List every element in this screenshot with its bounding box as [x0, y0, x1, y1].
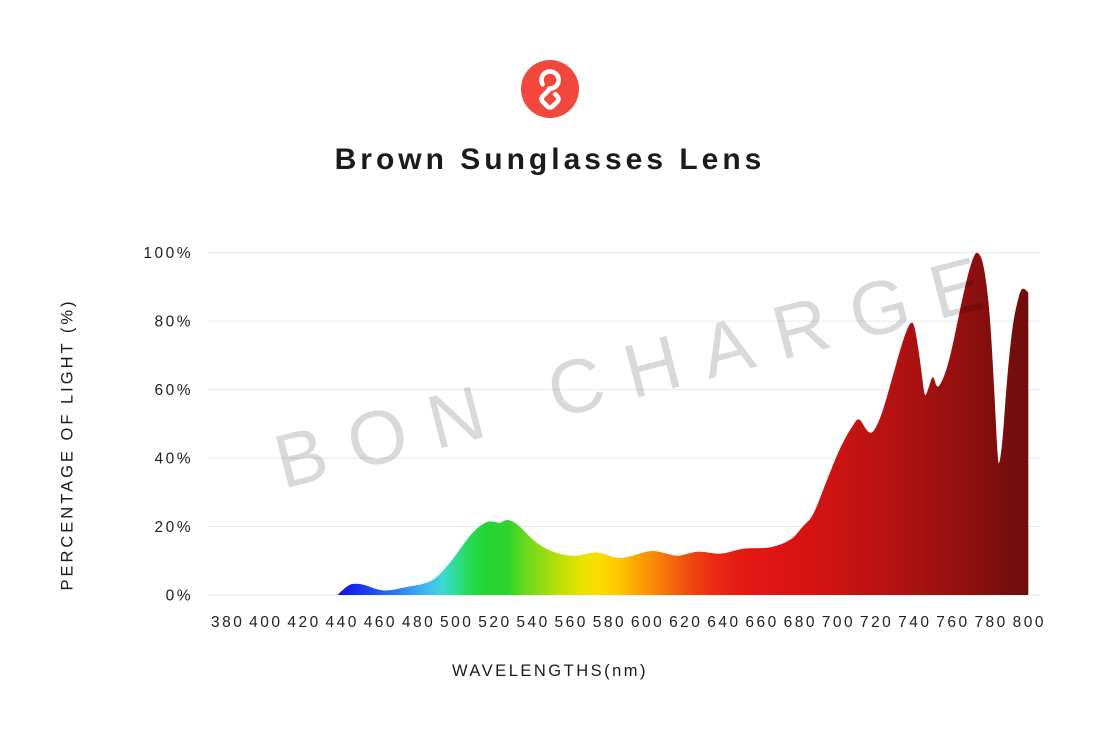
x-axis-label: WAVELENGTHS(nm): [451, 662, 649, 680]
x-tick-label-700: 700: [822, 614, 855, 631]
x-tick-label-760: 760: [936, 614, 969, 631]
x-tick-label-480: 480: [402, 614, 435, 631]
bon-charge-logo-icon: [521, 60, 579, 118]
x-tick-label-400: 400: [249, 614, 282, 631]
y-tick-label-100%: 100%: [143, 245, 193, 262]
x-tick-label-500: 500: [440, 614, 473, 631]
x-tick-label-660: 660: [745, 614, 778, 631]
x-tick-label-640: 640: [707, 614, 740, 631]
y-tick-label-20%: 20%: [154, 519, 193, 536]
x-tick-label-740: 740: [898, 614, 931, 631]
logo-eight-glyph: [539, 69, 561, 110]
x-tick-label-440: 440: [326, 614, 359, 631]
x-tick-label-580: 580: [593, 614, 626, 631]
x-tick-label-460: 460: [364, 614, 397, 631]
x-tick-label-380: 380: [211, 614, 244, 631]
x-tick-label-540: 540: [516, 614, 549, 631]
spectrum-area: [337, 252, 1029, 595]
x-tick-label-620: 620: [669, 614, 702, 631]
x-tick-label-680: 680: [784, 614, 817, 631]
x-tick-label-420: 420: [287, 614, 320, 631]
x-tick-label-780: 780: [974, 614, 1007, 631]
y-tick-label-60%: 60%: [154, 382, 193, 399]
page-title: Brown Sunglasses Lens: [334, 143, 766, 176]
y-tick-label-80%: 80%: [154, 314, 193, 331]
x-tick-label-560: 560: [555, 614, 588, 631]
x-tick-label-800: 800: [1013, 614, 1046, 631]
y-tick-label-0%: 0%: [166, 588, 193, 605]
x-tick-label-600: 600: [631, 614, 664, 631]
x-tick-label-720: 720: [860, 614, 893, 631]
y-tick-label-40%: 40%: [154, 451, 193, 468]
y-axis-label: PERCENTAGE OF LIGHT (%): [58, 298, 77, 591]
logo-container: [0, 54, 1100, 124]
x-tick-label-520: 520: [478, 614, 511, 631]
